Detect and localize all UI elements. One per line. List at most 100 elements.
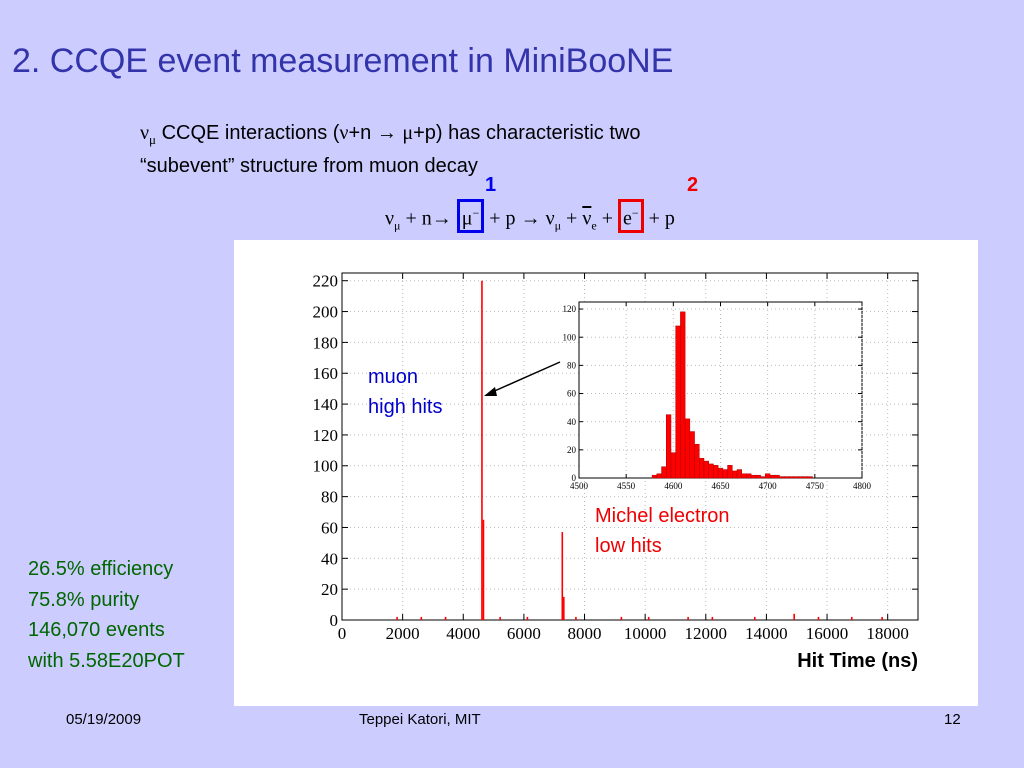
main-xtick-label: 18000 [866, 624, 909, 643]
inset-bar [694, 443, 700, 479]
intro-line-1: νμ CCQE interactions (ν+n → μ+p) has cha… [140, 120, 640, 153]
inset-bar [807, 476, 813, 479]
main-bar [711, 616, 714, 620]
eq-nu-2: ν [545, 207, 555, 230]
eq-electron-charge: − [631, 206, 639, 220]
inset-xtick-label: 4750 [806, 481, 825, 491]
michel-label-line1: Michel electron [595, 505, 730, 527]
main-bar [687, 616, 689, 620]
inset-bar [746, 473, 752, 479]
inset-bar [670, 452, 676, 479]
inset-bar [684, 418, 691, 479]
inset-bar [713, 465, 719, 479]
inset-bar [783, 476, 790, 479]
eq-plus-2: + [596, 207, 618, 230]
main-bar [563, 596, 565, 620]
inset-xtick-label: 4800 [853, 481, 872, 491]
inset-bar [727, 465, 733, 479]
eq-e-sub: e [591, 218, 597, 233]
main-bar [482, 519, 485, 620]
inset-bar [765, 473, 771, 479]
main-ytick-label: 0 [330, 611, 339, 630]
main-xtick-label: 6000 [507, 624, 541, 643]
inset-xtick-label: 4700 [759, 481, 778, 491]
michel-label-line2: low hits [595, 535, 662, 557]
main-bar [793, 613, 796, 620]
main-bar [620, 616, 623, 620]
intro-text: νμ CCQE interactions (ν+n → μ+p) has cha… [140, 120, 640, 180]
eq-plus-p-2: + p [648, 207, 675, 230]
main-ytick-label: 140 [313, 395, 339, 414]
inset-bar [732, 470, 738, 479]
intro-text-a: CCQE interactions ( [156, 122, 340, 144]
main-xtick-label: 10000 [624, 624, 667, 643]
main-bar [499, 616, 501, 620]
main-bar [575, 616, 577, 620]
main-bar [753, 616, 756, 620]
inset-xtick-label: 4500 [570, 481, 589, 491]
eq-mu-sub: μ [394, 218, 401, 233]
main-xtick-label: 2000 [386, 624, 420, 643]
inset-bar [689, 431, 695, 479]
inset-bar [802, 476, 809, 479]
main-ytick-label: 20 [321, 580, 338, 599]
inset-bar [779, 476, 785, 479]
inset-bar [736, 469, 742, 479]
main-xtick-label: 12000 [685, 624, 728, 643]
footer-page-number: 12 [944, 711, 961, 728]
subevent-label-2: 2 [687, 174, 699, 196]
stat-events: 146,070 events [28, 619, 165, 641]
stats-block: 26.5% efficiency 75.8% purity 146,070 ev… [28, 554, 185, 676]
stat-pot: with 5.58E20POT [28, 649, 185, 672]
mu-symbol: μ [402, 122, 414, 144]
subevent-label-1: 1 [485, 174, 497, 196]
muon-label-line1: muon [368, 366, 418, 388]
main-ytick-label: 160 [313, 364, 339, 383]
main-bar [481, 280, 483, 620]
main-bar [881, 616, 883, 620]
decay-equation: νμ + n→ μ− + p → νμ + νe + e− + p [385, 199, 675, 234]
inset-bar [699, 458, 705, 479]
main-ytick-label: 220 [313, 272, 339, 291]
main-bar [444, 616, 447, 620]
inset-bar [666, 414, 672, 479]
inset-ytick-label: 120 [563, 304, 577, 314]
main-ytick-label: 100 [313, 457, 339, 476]
plot-panel: 0 20 40 60 80 100 120 140 160 180 200 220 0 2000 4000 6… [234, 240, 978, 706]
electron-box: e− [617, 199, 644, 233]
eq-arrow: → [431, 207, 452, 230]
main-bar [561, 532, 564, 620]
inset-bar [798, 476, 804, 479]
footer-date: 05/19/2009 [66, 711, 142, 728]
eq-plus-n: + n [400, 207, 432, 230]
inset-bar [750, 474, 757, 479]
main-bar [851, 616, 853, 620]
inset-ytick-label: 0 [572, 473, 577, 483]
inset-bar [680, 311, 686, 479]
main-ytick-label: 120 [313, 426, 339, 445]
inset-xtick-label: 4550 [617, 481, 636, 491]
inset-xtick-label: 4650 [712, 481, 731, 491]
main-ytick-label: 200 [313, 303, 339, 322]
inset-bar [717, 467, 724, 479]
main-bar [647, 616, 650, 620]
main-xtick-label: 0 [338, 624, 347, 643]
main-xtick-label: 8000 [568, 624, 602, 643]
inset-bar [774, 474, 780, 479]
muon-label-line2: high hits [368, 396, 443, 418]
inset-bar [741, 473, 747, 479]
inset-ytick-label: 80 [567, 361, 577, 371]
inset-ytick-label: 60 [567, 389, 577, 399]
inset-bar [708, 463, 714, 479]
main-ytick-label: 60 [321, 518, 338, 537]
inset-bar [722, 469, 728, 479]
inset-ytick-label: 20 [567, 445, 577, 455]
inset-bar [755, 474, 761, 479]
muon-box: μ− [456, 199, 485, 233]
eq-plus-p: + p [484, 207, 521, 230]
footer-author: Teppei Katori, MIT [359, 711, 481, 728]
inset-bar [675, 325, 681, 479]
eq-arrow-2: → [520, 207, 541, 230]
eq-muon: μ [461, 207, 473, 230]
inset-bar [788, 476, 794, 479]
